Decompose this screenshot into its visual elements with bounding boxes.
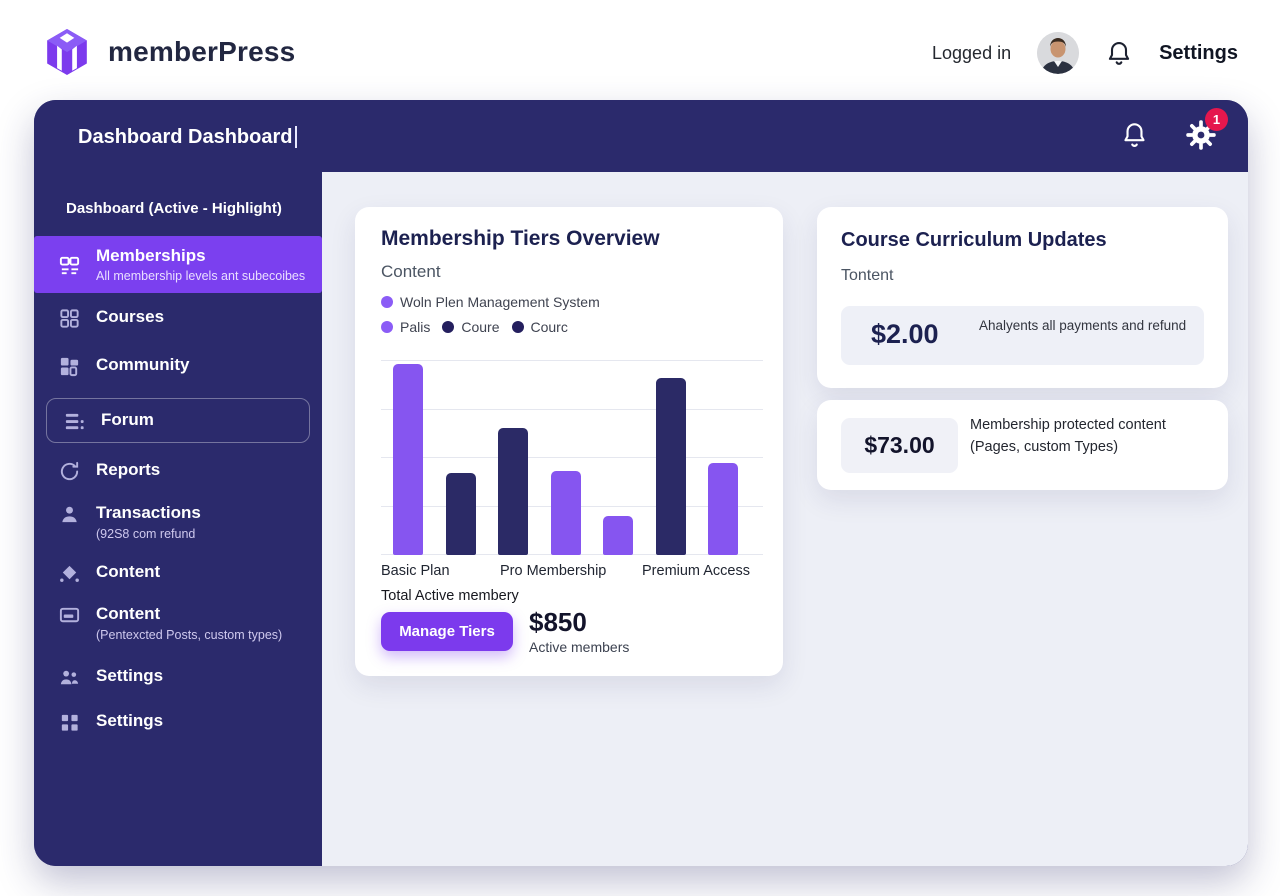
settings-2-icon [58, 711, 81, 734]
app-frame: Dashboard Dashboard [34, 100, 1248, 866]
sidebar-item-label: Courses [96, 307, 165, 326]
avatar[interactable] [1037, 32, 1080, 74]
sidebar-section-label: Dashboard (Active - Highlight) [66, 200, 282, 217]
sidebar-item-label: Settings [96, 666, 164, 685]
sidebar-item-community[interactable]: Community [58, 354, 310, 378]
sidebar-item-label: Transactions [96, 503, 201, 522]
sidebar-item-forum[interactable]: Forum [46, 398, 310, 443]
chart-legend-line2: Palis Coure Courc [381, 319, 568, 335]
chart-x-labels: Basic Plan Pro Membership Premium Access [381, 563, 763, 583]
settings-icon [58, 666, 81, 689]
transactions-icon [58, 503, 81, 526]
header-right: Logged in [932, 32, 1238, 74]
bar-basic-plan-0 [393, 364, 423, 555]
legend-label: Palis [400, 319, 431, 335]
legend-item: Palis [381, 319, 430, 335]
course-curriculum-card: Course Curriculum Updates Tontent $2.00 … [817, 207, 1228, 388]
card-subtitle: Content [381, 262, 441, 281]
sidebar-item-label: Forum [101, 410, 154, 430]
gridline [381, 408, 763, 410]
payments-summary-box: $2.00 Ahalyents all payments and refund [841, 306, 1204, 365]
notification-badge: 1 [1205, 108, 1228, 131]
active-members-value: $850 [529, 607, 587, 637]
amount-value: $2.00 [871, 319, 939, 349]
brand-name: memberPress [108, 36, 296, 67]
bar-premium-access-5 [655, 378, 686, 555]
amount-description: Ahalyents all payments and refund [979, 318, 1187, 333]
manage-tiers-button[interactable]: Manage Tiers [381, 612, 513, 651]
sidebar-item-content[interactable]: Content [58, 561, 310, 585]
gridline [381, 457, 763, 458]
x-axis-label: Basic Plan [381, 563, 450, 579]
sidebar-item-label: Content [96, 604, 161, 623]
header-settings-link[interactable]: Settings [1159, 41, 1238, 64]
legend-dot-icon [511, 321, 524, 333]
bar-pro-membership-4 [603, 516, 633, 555]
active-members-label: Active members [529, 639, 630, 655]
amount-description: Membership protected content (Pages, cus… [970, 417, 1166, 455]
bar-chart [381, 360, 763, 555]
courses-icon [58, 307, 81, 330]
chart-legend-line1: Woln Plen Management System [381, 294, 600, 310]
sidebar-item-reports[interactable]: Reports [58, 459, 310, 483]
topbar-bell-icon[interactable] [1121, 120, 1148, 155]
legend-label: Coure [461, 319, 500, 335]
bar-pro-membership-3 [550, 471, 581, 555]
sidebar-item-courses[interactable]: Courses [58, 306, 310, 330]
amount-box: $73.00 [841, 418, 958, 473]
reports-icon [58, 460, 81, 483]
content-icon [58, 562, 81, 585]
main-content: Membership Tiers Overview Content Woln P… [322, 172, 1248, 866]
total-active-label: Total Active membery [381, 588, 519, 604]
amount-value: $73.00 [864, 432, 935, 458]
sidebar-item-sublabel: All membership levels ant subecoibes [96, 268, 306, 283]
x-axis-label: Pro Membership [500, 563, 607, 579]
sidebar-item-label: Memberships [96, 245, 206, 265]
topbar-gear-icon[interactable]: 1 [1184, 108, 1228, 157]
sidebar: Dashboard (Active - Highlight) Membershi… [34, 172, 322, 866]
legend-item: Coure [442, 319, 500, 335]
sidebar-item-settings-2[interactable]: Settings [58, 710, 310, 734]
bar-premium-access-6 [708, 463, 738, 555]
x-axis-label: Premium Access [642, 563, 750, 579]
sidebar-item-memberships[interactable]: Memberships All membership levels ant sub… [34, 236, 322, 293]
gridline [381, 360, 763, 361]
sidebar-item-sublabel: (Pentexcted Posts, custom types) [96, 628, 283, 643]
bar-pro-membership-2 [498, 428, 528, 555]
sidebar-item-label: Community [96, 355, 190, 374]
app-topbar: Dashboard Dashboard [34, 100, 1248, 172]
sidebar-item-label: Content [96, 562, 161, 581]
brand: memberPress [44, 28, 295, 76]
sidebar-item-transactions[interactable]: Transactions (92S8 com refund [58, 502, 310, 543]
protected-content-card: $73.00 Membership protected content (Pag… [817, 400, 1228, 490]
forum-icon [63, 410, 86, 433]
card-title: Membership Tiers Overview [381, 227, 660, 250]
legend-dot-icon [381, 296, 393, 308]
sidebar-item-settings[interactable]: Settings [58, 665, 310, 689]
bar-basic-plan-1 [445, 473, 476, 555]
legend-label: Woln Plen Management System [400, 294, 600, 310]
legend-dot-icon [442, 321, 455, 333]
legend-item: Courc [511, 319, 568, 335]
community-icon [58, 355, 81, 378]
content-2-icon [58, 604, 81, 627]
site-header: memberPress Logged in [0, 0, 1280, 100]
legend-item: Woln Plen Management System [381, 294, 600, 310]
logged-in-label: Logged in [932, 42, 1012, 63]
memberships-icon [58, 254, 81, 277]
sidebar-item-content-2[interactable]: Content (Pentexcted Posts, custom types) [58, 603, 310, 644]
sidebar-item-label: Reports [96, 460, 161, 479]
notifications-bell-icon[interactable] [1105, 39, 1133, 67]
card-subtitle: Tontent [841, 267, 894, 284]
legend-dot-icon [381, 321, 393, 333]
legend-label: Courc [530, 319, 568, 335]
sidebar-item-sublabel: (92S8 com refund [96, 527, 196, 542]
card-title: Course Curriculum Updates [841, 229, 1107, 251]
page-title: Dashboard Dashboard [78, 126, 298, 149]
membership-tiers-card: Membership Tiers Overview Content Woln P… [355, 207, 783, 676]
sidebar-item-label: Settings [96, 711, 164, 730]
memberpress-logo-icon [44, 28, 90, 76]
text-caret [295, 126, 298, 148]
